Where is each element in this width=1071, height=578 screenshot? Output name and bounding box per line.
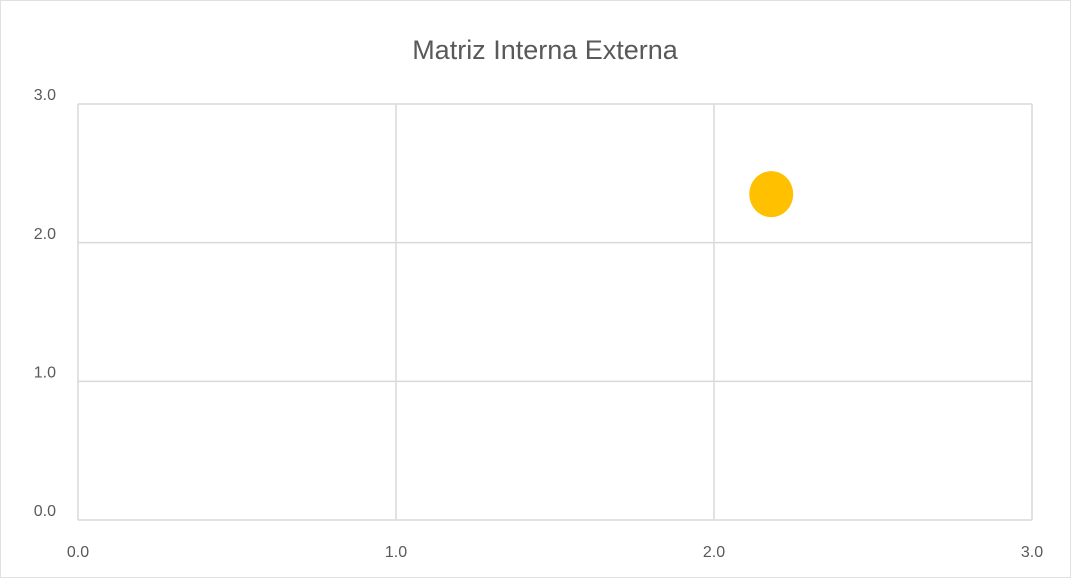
y-tick-label: 1.0 [34,365,56,382]
point [749,171,794,218]
x-tick-label: 3.0 [1021,544,1043,561]
y-tick-label: 3.0 [34,87,56,104]
x-tick-label: 0.0 [67,544,89,561]
x-tick-label: 1.0 [385,544,407,561]
chart-title: Matriz Interna Externa [412,35,679,65]
y-tick-label: 2.0 [34,226,56,243]
y-tick-label: 0.0 [34,503,56,520]
x-tick-label: 2.0 [703,544,725,561]
